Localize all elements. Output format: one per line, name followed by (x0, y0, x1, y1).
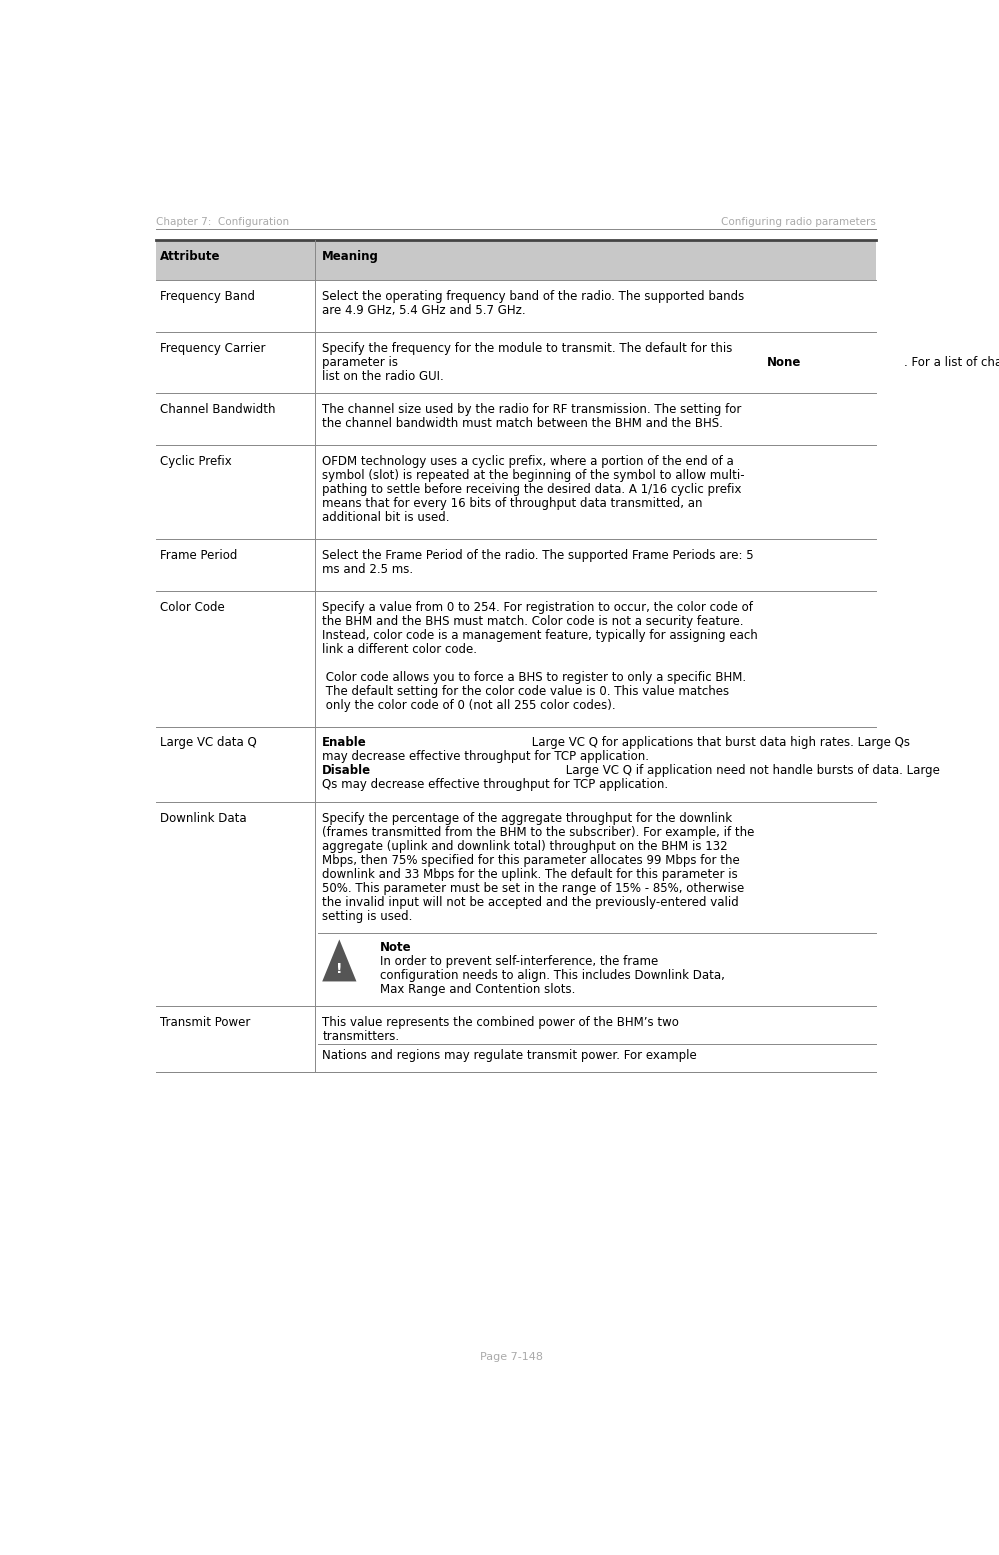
Text: Disable: Disable (323, 765, 372, 778)
Polygon shape (323, 939, 357, 981)
Text: downlink and 33 Mbps for the uplink. The default for this parameter is: downlink and 33 Mbps for the uplink. The… (323, 868, 738, 880)
Text: Channel Bandwidth: Channel Bandwidth (160, 403, 275, 415)
Text: OFDM technology uses a cyclic prefix, where a portion of the end of a: OFDM technology uses a cyclic prefix, wh… (323, 454, 734, 468)
Text: configuration needs to align. This includes Downlink Data,: configuration needs to align. This inclu… (381, 969, 725, 981)
Text: Transmit Power: Transmit Power (160, 1015, 254, 1029)
Text: None: None (767, 356, 801, 369)
Text: This value represents the combined power of the BHM’s two: This value represents the combined power… (323, 1015, 679, 1029)
Text: . For a list of channels in the band, see the drop-down: . For a list of channels in the band, se… (904, 356, 999, 369)
Text: means that for every 16 bits of throughput data transmitted, an: means that for every 16 bits of throughp… (323, 496, 703, 510)
Text: Specify the percentage of the aggregate throughput for the downlink: Specify the percentage of the aggregate … (323, 812, 732, 824)
Text: Frequency Carrier: Frequency Carrier (160, 342, 265, 355)
Text: Large VC data Q: Large VC data Q (160, 737, 257, 750)
Text: Attribute: Attribute (160, 250, 220, 263)
Text: In order to prevent self-interference, the frame: In order to prevent self-interference, t… (381, 955, 658, 967)
FancyBboxPatch shape (156, 241, 876, 280)
Text: Color Code: Color Code (160, 600, 225, 614)
Text: Enable: Enable (323, 737, 367, 750)
Text: Downlink Data: Downlink Data (160, 812, 250, 824)
Text: list on the radio GUI.: list on the radio GUI. (323, 370, 444, 383)
Text: transmitters.: transmitters. (323, 1029, 400, 1043)
Text: additional bit is used.: additional bit is used. (323, 510, 450, 524)
Text: the channel bandwidth must match between the BHM and the BHS.: the channel bandwidth must match between… (323, 417, 723, 429)
Text: may decrease effective throughput for TCP application.: may decrease effective throughput for TC… (323, 751, 649, 764)
Text: the BHM and the BHS must match. Color code is not a security feature.: the BHM and the BHS must match. Color co… (323, 614, 744, 628)
Text: Large VC Q for applications that burst data high rates. Large Qs: Large VC Q for applications that burst d… (527, 737, 910, 750)
Text: Configuring radio parameters: Configuring radio parameters (721, 216, 876, 227)
Text: !: ! (336, 963, 343, 977)
Text: Nations and regions may regulate transmit power. For example: Nations and regions may regulate transmi… (323, 1048, 697, 1062)
Text: the invalid input will not be accepted and the previously-entered valid: the invalid input will not be accepted a… (323, 896, 739, 908)
Text: The channel size used by the radio for RF transmission. The setting for: The channel size used by the radio for R… (323, 403, 741, 415)
Text: Select the operating frequency band of the radio. The supported bands: Select the operating frequency band of t… (323, 289, 744, 303)
Text: only the color code of 0 (not all 255 color codes).: only the color code of 0 (not all 255 co… (323, 698, 616, 712)
Text: link a different color code.: link a different color code. (323, 642, 478, 656)
Text: Meaning: Meaning (323, 250, 380, 263)
Text: Note: Note (381, 941, 412, 953)
Text: setting is used.: setting is used. (323, 910, 413, 922)
Text: Specify a value from 0 to 254. For registration to occur, the color code of: Specify a value from 0 to 254. For regis… (323, 600, 753, 614)
Text: pathing to settle before receiving the desired data. A 1/16 cyclic prefix: pathing to settle before receiving the d… (323, 482, 742, 496)
Text: are 4.9 GHz, 5.4 GHz and 5.7 GHz.: are 4.9 GHz, 5.4 GHz and 5.7 GHz. (323, 303, 525, 317)
Text: Page 7-148: Page 7-148 (481, 1353, 543, 1362)
Text: 50%. This parameter must be set in the range of 15% - 85%, otherwise: 50%. This parameter must be set in the r… (323, 882, 744, 894)
Text: parameter is: parameter is (323, 356, 402, 369)
Text: Mbps, then 75% specified for this parameter allocates 99 Mbps for the: Mbps, then 75% specified for this parame… (323, 854, 740, 866)
Text: Frame Period: Frame Period (160, 549, 237, 561)
Text: Frequency Band: Frequency Band (160, 289, 255, 303)
Text: Color code allows you to force a BHS to register to only a specific BHM.: Color code allows you to force a BHS to … (323, 670, 746, 684)
Text: symbol (slot) is repeated at the beginning of the symbol to allow multi-: symbol (slot) is repeated at the beginni… (323, 468, 745, 482)
Text: (frames transmitted from the BHM to the subscriber). For example, if the: (frames transmitted from the BHM to the … (323, 826, 754, 838)
Text: Select the Frame Period of the radio. The supported Frame Periods are: 5: Select the Frame Period of the radio. Th… (323, 549, 754, 561)
Text: aggregate (uplink and downlink total) throughput on the BHM is 132: aggregate (uplink and downlink total) th… (323, 840, 728, 852)
Text: Qs may decrease effective throughput for TCP application.: Qs may decrease effective throughput for… (323, 779, 672, 791)
Text: ms and 2.5 ms.: ms and 2.5 ms. (323, 563, 414, 575)
Text: Instead, color code is a management feature, typically for assigning each: Instead, color code is a management feat… (323, 628, 758, 642)
Text: Cyclic Prefix: Cyclic Prefix (160, 454, 232, 468)
Text: The default setting for the color code value is 0. This value matches: The default setting for the color code v… (323, 684, 729, 698)
Text: Chapter 7:  Configuration: Chapter 7: Configuration (156, 216, 289, 227)
Text: Specify the frequency for the module to transmit. The default for this: Specify the frequency for the module to … (323, 342, 732, 355)
Text: Large VC Q if application need not handle bursts of data. Large: Large VC Q if application need not handl… (561, 765, 940, 778)
Text: Max Range and Contention slots.: Max Range and Contention slots. (381, 983, 575, 995)
